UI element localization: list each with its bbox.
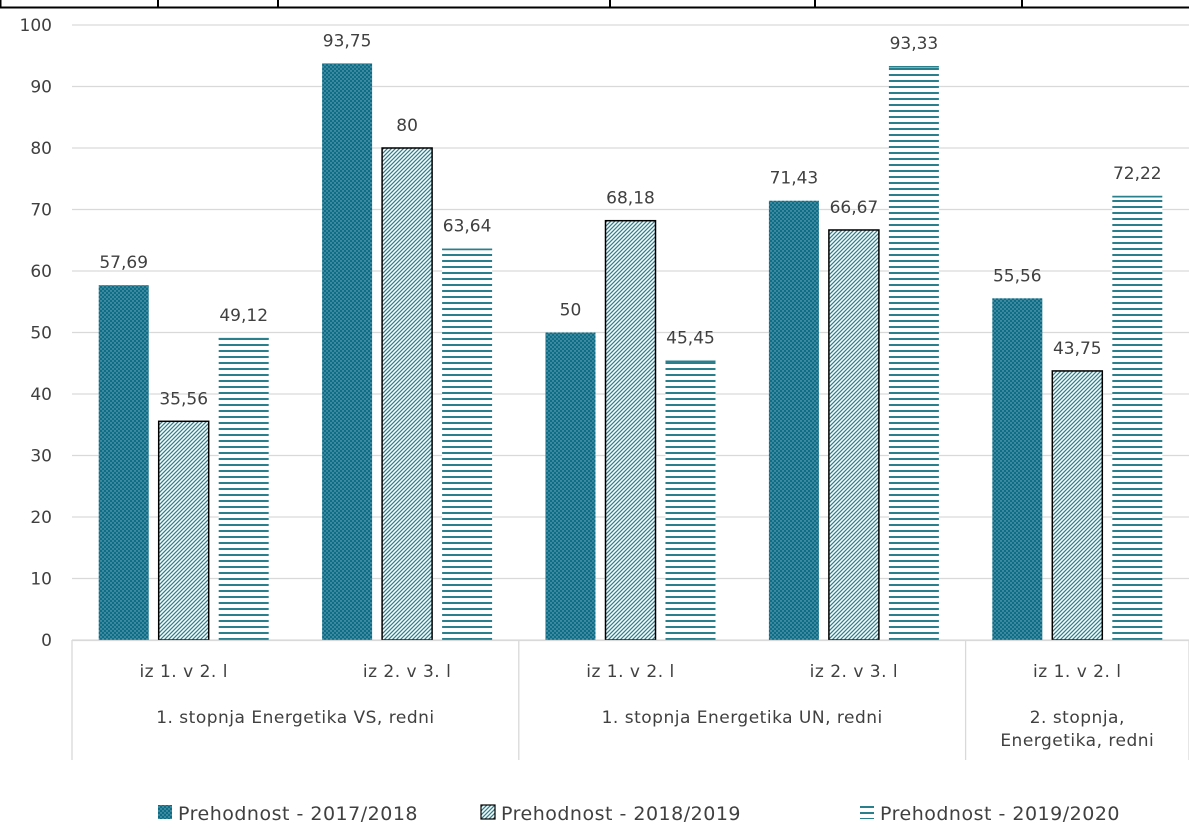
x-category-label: iz 2. v 3. l	[810, 662, 899, 682]
data-label: 49,12	[219, 306, 268, 326]
x-category-label: iz 1. v 2. l	[139, 662, 228, 682]
legend-label: Prehodnost - 2019/2020	[880, 803, 1120, 825]
y-tick-label: 50	[30, 324, 52, 344]
y-tick-label: 30	[30, 447, 52, 467]
x-axis: iz 1. v 2. l iz 2. v 3. l iz 1. v 2. l iz 2…	[71, 639, 1189, 760]
legend-swatch	[158, 805, 172, 819]
x-category-label: iz 1. v 2. l	[586, 662, 675, 682]
legend-swatch	[480, 804, 496, 820]
legend-label: Prehodnost - 2017/2018	[178, 803, 418, 825]
y-tick-label: 0	[41, 631, 52, 651]
data-label: 63,64	[443, 217, 492, 237]
data-label: 35,56	[159, 389, 208, 409]
y-tick-label: 10	[30, 570, 52, 590]
y-tick-label: 60	[30, 262, 52, 282]
data-label: 43,75	[1053, 339, 1102, 359]
bar	[322, 63, 373, 640]
y-tick-label: 70	[30, 201, 52, 221]
legend-swatch	[860, 805, 874, 819]
group-label: 1. stopnja Energetika UN, redni	[602, 708, 883, 728]
bar	[545, 332, 596, 640]
data-label: 68,18	[606, 189, 655, 209]
data-label: 72,22	[1113, 164, 1162, 184]
bar	[665, 360, 716, 640]
bars	[98, 63, 1163, 641]
data-label: 93,33	[890, 34, 939, 54]
x-category-label: iz 1. v 2. l	[1033, 662, 1122, 682]
bar	[381, 147, 433, 641]
bar	[442, 248, 493, 640]
data-label: 66,67	[830, 198, 879, 218]
bar	[992, 298, 1043, 640]
bar	[98, 285, 149, 640]
bar	[604, 219, 657, 641]
y-tick-label: 40	[30, 385, 52, 405]
data-label: 93,75	[323, 31, 372, 51]
bar	[888, 66, 939, 640]
data-label: 55,56	[993, 266, 1042, 286]
bar	[1051, 370, 1104, 641]
top-table-strip	[0, 0, 1189, 9]
y-tick-label: 90	[30, 78, 52, 98]
bar	[768, 200, 819, 640]
bar	[1112, 195, 1163, 641]
data-label: 45,45	[666, 328, 715, 348]
group-label: 2. stopnja,	[1030, 708, 1125, 728]
legend: Prehodnost - 2017/2018 Prehodnost - 2018/…	[158, 803, 1120, 825]
x-category-label: iz 2. v 3. l	[363, 662, 452, 682]
legend-label: Prehodnost - 2018/2019	[501, 803, 741, 825]
bar	[828, 229, 880, 641]
bar	[157, 420, 210, 641]
y-axis: 0 10 20 30 40 50 60 70 80 90 100	[20, 16, 52, 651]
bar	[218, 337, 269, 640]
group-label: Energetika, redni	[1000, 731, 1154, 751]
data-labels: 57,69 35,56 49,12 93,75 80 63,64 50 68,18 45,45 7…	[99, 31, 1161, 409]
data-label: 71,43	[770, 169, 819, 189]
data-label: 50	[560, 301, 582, 321]
data-label: 80	[396, 116, 418, 136]
data-label: 57,69	[99, 253, 148, 273]
y-tick-label: 100	[20, 16, 52, 36]
y-tick-label: 80	[30, 139, 52, 159]
group-label: 1. stopnja Energetika VS, redni	[156, 708, 434, 728]
y-tick-label: 20	[30, 508, 52, 528]
